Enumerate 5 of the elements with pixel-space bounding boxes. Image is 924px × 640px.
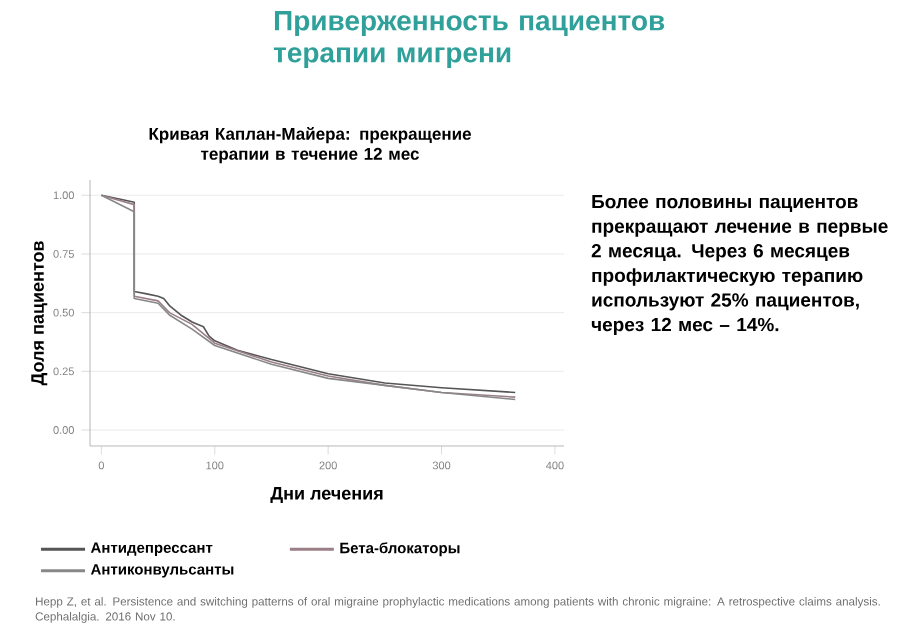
x-axis-title: Дни лечения [270, 487, 383, 504]
y-axis-title: Доля пациентов [31, 241, 48, 386]
text: Более половины пациентов прекращают лечение в первые 2 месяца. Через 6 месяцев профилактическую терапию используют 25% пациентов, через 12 мес – 14%. [591, 195, 888, 336]
chart-subtitle: Кривая Каплан-Майера: прекращение терапии в течение 12 мес [149, 127, 471, 164]
chart-title: Приверженность пациентов терапии мигрени [273, 11, 665, 69]
